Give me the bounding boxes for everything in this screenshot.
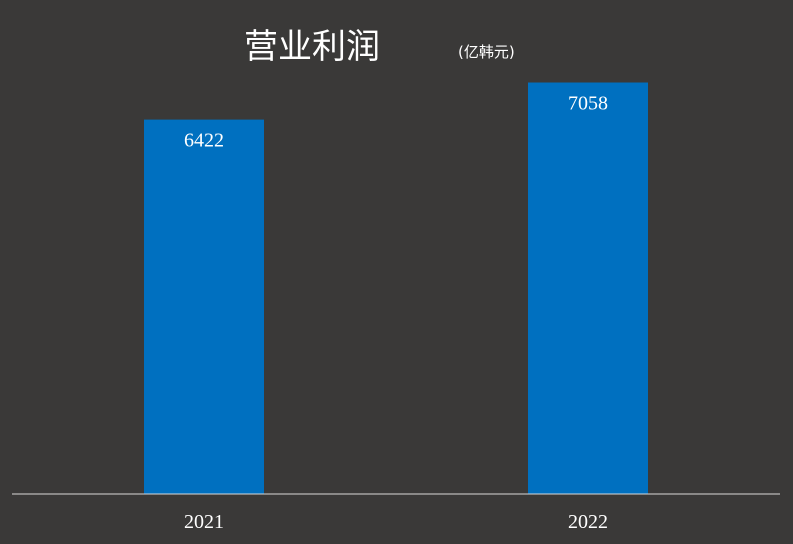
- bar-2022: [528, 82, 648, 494]
- chart-subtitle-unit: (亿韩元): [458, 43, 515, 61]
- x-tick-label-2022: 2022: [568, 511, 608, 533]
- chart-title: 营业利润: [244, 27, 380, 67]
- bar-value-label-2022: 7058: [568, 93, 608, 115]
- bar-value-label-2021: 6422: [184, 130, 224, 152]
- bars-group: 6422 7058: [144, 82, 648, 494]
- x-axis-ticks: 2021 2022: [184, 511, 608, 533]
- bar-2021: [144, 119, 264, 494]
- x-tick-label-2021: 2021: [184, 511, 224, 533]
